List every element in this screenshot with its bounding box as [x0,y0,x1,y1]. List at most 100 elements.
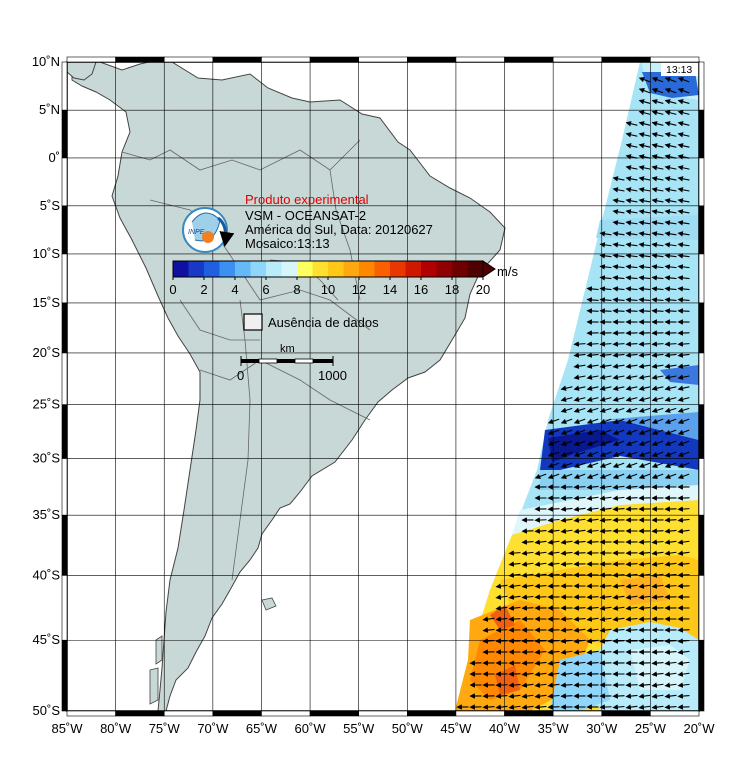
graticule-lines [67,62,699,711]
frame-segment [698,352,705,405]
wind-arrow [651,341,664,347]
wind-arrow [534,649,547,655]
wind-arrow [560,649,573,655]
wind-arrow [677,275,690,281]
wind-arrow [599,308,612,314]
wind-arrow [573,506,586,512]
wind-arrow [612,308,625,314]
colorbar-arrow [482,260,496,278]
wind-arrow [534,660,547,666]
longitude-label: 55˚W [343,721,375,736]
frame-segment [650,710,700,717]
colorbar-tick-label: 6 [262,282,269,297]
wind-arrow [625,572,638,578]
wind-arrow [638,572,651,578]
wind-arrow [677,176,690,182]
wind-arrow [651,352,664,358]
wind-arrow [508,572,521,578]
wind-arrow [547,440,560,446]
frame-segment [455,56,505,63]
wind-arrow [599,451,612,457]
wind-arrow [664,99,677,105]
wind-arrow [651,286,664,292]
frame-segment [61,514,68,576]
wind-arrow [651,308,664,314]
frame-segment [552,56,603,63]
wind-arrow [560,671,573,677]
latitude-label: 0˚ [48,150,60,165]
wind-arrow [677,649,690,655]
wind-arrow [677,473,690,479]
wind-arrow [573,385,586,391]
wind-arrow [625,264,638,270]
wind-arrow [638,462,651,468]
wind-arrow [651,462,664,468]
wind-arrow [625,374,638,380]
wind-arrow [612,583,625,589]
wind-arrow [664,451,677,457]
wind-arrow [521,550,534,556]
frame-segment [358,56,408,63]
latitude-label: 15˚S [33,295,61,310]
wind-arrow [586,506,599,512]
time-badge: 13:13 [666,64,692,76]
wind-arrow [547,561,560,567]
wind-arrow [638,220,651,226]
wind-arrow [625,154,638,160]
frame-segment [309,710,359,717]
wind-arrow [651,143,664,149]
wind-arrow [664,396,677,402]
wind-arrow [677,693,690,699]
wind-arrow [560,638,573,644]
colorbar-swatch [421,261,437,277]
colorbar-swatch [359,261,375,277]
wind-arrow [599,704,612,710]
wind-arrow [664,473,677,479]
frame-segment [66,56,116,63]
frame-segment [698,404,705,459]
wind-arrow [677,143,690,149]
wind-arrow [664,407,677,413]
frame-segment [61,61,68,111]
wind-arrow [664,275,677,281]
wind-arrow [547,451,560,457]
wind-arrow [508,704,521,710]
longitude-labels: 85˚W 80˚W 75˚W 70˚W 65˚W 60˚W 55˚W 50˚W 45˚W 40˚W… [51,721,715,736]
colorbar-swatch [452,261,468,277]
wind-arrow [534,528,547,534]
frame-segment [261,56,311,63]
wind-arrow [651,110,664,116]
longitude-label: 45˚W [440,721,472,736]
wind-arrow [534,550,547,556]
wind-arrow [625,627,638,633]
wind-arrow [677,308,690,314]
wind-arrow [495,583,508,589]
wind-arrow [625,583,638,589]
wind-arrow [625,275,638,281]
frame-border [61,56,705,717]
wind-arrow [664,297,677,303]
wind-arrow [599,352,612,358]
colorbar-swatch [467,261,484,277]
wind-arrow [612,231,625,237]
wind-arrow [651,77,664,83]
frame-segment [601,710,651,717]
wind-arrow [677,638,690,644]
wind-arrow [599,473,612,479]
wind-arrow [612,506,625,512]
longitude-label: 60˚W [295,721,327,736]
wind-arrow [508,550,521,556]
wind-arrow [612,407,625,413]
wind-arrow [625,594,638,600]
frame-segment [61,639,68,712]
frame-segment [212,56,262,63]
wind-arrow [638,550,651,556]
wind-arrow [638,286,651,292]
wind-arrow [664,561,677,567]
wind-arrow [573,495,586,501]
wind-arrow [677,506,690,512]
wind-arrow [508,616,521,622]
wind-arrow [651,671,664,677]
wind-arrow [638,605,651,611]
wind-arrow [677,253,690,259]
